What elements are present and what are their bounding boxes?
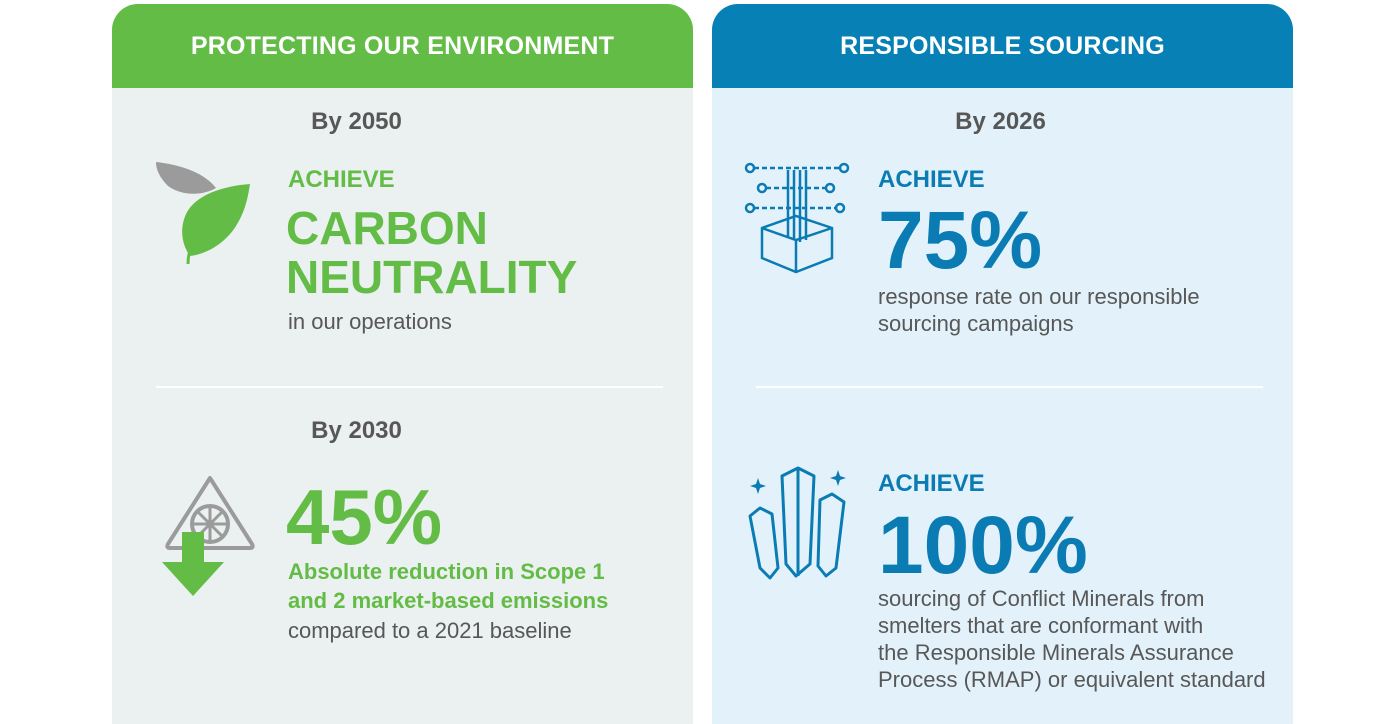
sourcing-panel: RESPONSIBLE SOURCING By 2026 ACHIEVE 75%… (712, 4, 1293, 724)
baseline-description: compared to a 2021 baseline (288, 618, 572, 643)
percent-45: 45% (286, 473, 443, 561)
response-line-2: sourcing campaigns (878, 311, 1074, 336)
achieve-label-75: ACHIEVE (878, 166, 985, 193)
carbon-headline: CARBON (286, 202, 488, 254)
reduction-line-1: Absolute reduction in Scope 1 (288, 559, 605, 584)
achieve-label-carbon: ACHIEVE (288, 166, 395, 193)
leaf-icon (154, 160, 258, 266)
environment-panel-header: PROTECTING OUR ENVIRONMENT (112, 4, 693, 88)
divider (156, 386, 663, 388)
minerals-line-2: smelters that are conformant with (878, 613, 1204, 638)
fan-down-arrow-icon (154, 472, 264, 602)
minerals-line-3: the Responsible Minerals Assurance (878, 640, 1234, 665)
sourcing-panel-header: RESPONSIBLE SOURCING (712, 4, 1293, 88)
divider (756, 386, 1263, 388)
environment-panel: PROTECTING OUR ENVIRONMENT By 2050 ACHIE… (112, 4, 693, 724)
response-line-1: response rate on our responsible (878, 284, 1200, 309)
minerals-line-1: sourcing of Conflict Minerals from (878, 586, 1205, 611)
by-2050-label: By 2050 (311, 108, 402, 135)
by-2026-label: By 2026 (955, 108, 1046, 135)
reduction-line-2: and 2 market-based emissions (288, 588, 609, 613)
crystals-icon (746, 464, 856, 584)
network-box-icon (742, 158, 854, 276)
carbon-description: in our operations (288, 309, 452, 334)
percent-100: 100% (878, 500, 1088, 591)
achieve-label-100: ACHIEVE (878, 470, 985, 497)
minerals-line-4: Process (RMAP) or equivalent standard (878, 667, 1266, 692)
percent-75: 75% (878, 195, 1043, 286)
neutrality-headline: NEUTRALITY (286, 251, 578, 303)
by-2030-label: By 2030 (311, 417, 402, 444)
